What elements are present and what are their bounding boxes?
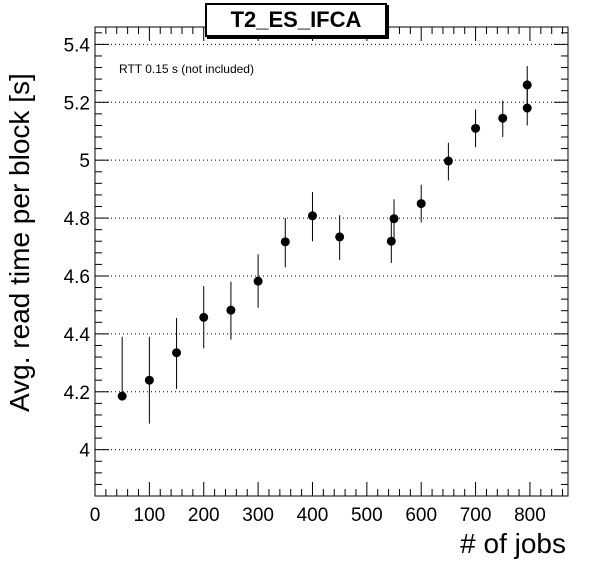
chart-title: T2_ES_IFCA — [205, 3, 387, 37]
x-tick-label: 400 — [297, 505, 329, 526]
y-tick-label: 4.6 — [64, 267, 90, 288]
x-tick-label: 200 — [188, 505, 220, 526]
data-point — [335, 232, 345, 242]
y-tick-label: 4.2 — [64, 383, 90, 404]
axis-tick-labels: 4 4.2 4.4 4.6 4.8 5 5.2 5.4 0 100 200 300 400 500 600 7… — [64, 35, 546, 526]
x-tick-label: 800 — [514, 505, 546, 526]
x-tick-label: 100 — [134, 505, 166, 526]
y-tick-label: 5.4 — [64, 35, 91, 56]
y-tick-label: 4.8 — [64, 209, 90, 230]
x-tick-label: 500 — [351, 505, 383, 526]
chart-annotation: RTT 0.15 s (not included) — [119, 62, 254, 76]
data-points — [117, 66, 532, 424]
data-point — [117, 391, 127, 401]
data-point — [416, 199, 426, 209]
data-point — [144, 375, 154, 385]
data-point — [498, 113, 508, 123]
data-point — [522, 103, 532, 113]
y-tick-label: 5.2 — [64, 93, 90, 114]
data-point — [226, 305, 236, 315]
x-tick-label: 0 — [90, 505, 101, 526]
plot-frame — [94, 26, 569, 497]
data-point — [443, 156, 453, 166]
x-tick-label: 600 — [405, 505, 437, 526]
x-tick-label: 700 — [460, 505, 492, 526]
data-point — [471, 123, 481, 133]
y-tick-label: 4 — [79, 441, 90, 462]
data-point — [253, 276, 263, 286]
y-axis-label: Avg. read time per block [s] — [4, 73, 35, 412]
data-point — [172, 348, 182, 358]
axis-ticks — [94, 27, 568, 497]
x-axis-label: # of jobs — [460, 528, 566, 559]
data-point — [389, 214, 399, 224]
data-point — [280, 237, 290, 247]
data-point — [522, 80, 532, 90]
y-tick-label: 5 — [79, 151, 90, 172]
data-point — [199, 312, 209, 322]
grid-lines — [95, 43, 568, 451]
y-tick-label: 4.4 — [64, 325, 91, 346]
data-point — [307, 211, 317, 221]
x-tick-label: 300 — [242, 505, 274, 526]
